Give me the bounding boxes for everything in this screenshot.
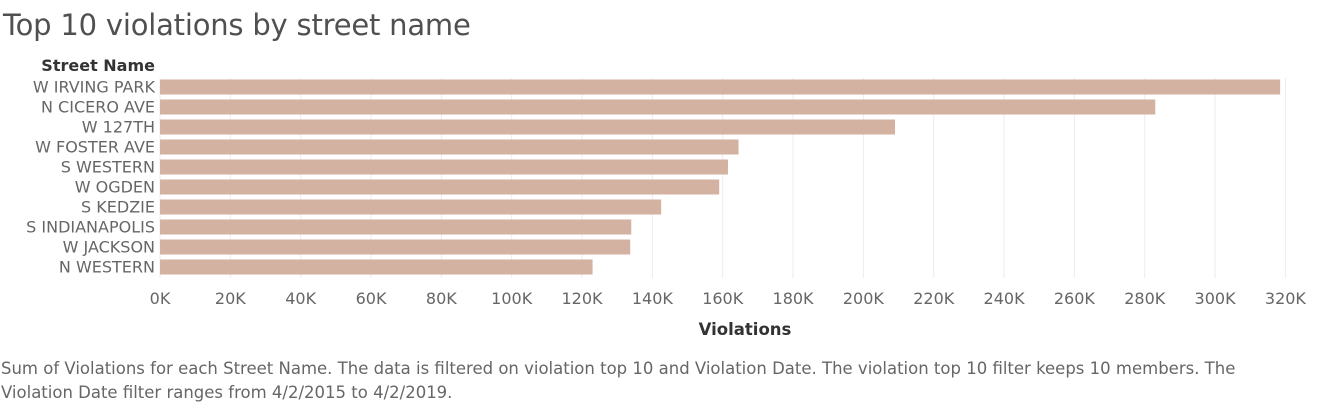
x-axis-title: Violations	[699, 320, 792, 339]
bar[interactable]	[160, 139, 739, 155]
bar[interactable]	[160, 239, 631, 255]
x-tick-label: 40K	[285, 289, 316, 308]
category-label: S INDIANAPOLIS	[26, 218, 155, 237]
category-label: S WESTERN	[61, 158, 155, 177]
bar[interactable]	[160, 119, 896, 135]
x-tick-label: 20K	[215, 289, 246, 308]
bar[interactable]	[160, 259, 593, 275]
x-tick-label: 120K	[562, 289, 604, 308]
category-label: S KEDZIE	[81, 198, 155, 217]
bar[interactable]	[160, 199, 662, 215]
x-tick-label: 60K	[356, 289, 387, 308]
category-header: Street Name	[41, 56, 155, 75]
x-tick-label: 300K	[1195, 289, 1237, 308]
category-label: W JACKSON	[63, 238, 155, 257]
category-label: W OGDEN	[75, 178, 155, 197]
category-label: W FOSTER AVE	[35, 138, 155, 157]
category-label: N WESTERN	[59, 258, 155, 277]
x-tick-label: 220K	[913, 289, 955, 308]
x-tick-label: 160K	[702, 289, 744, 308]
x-tick-label: 0K	[150, 289, 171, 308]
bar[interactable]	[160, 219, 632, 235]
x-tick-label: 100K	[491, 289, 533, 308]
x-tick-label: 140K	[632, 289, 674, 308]
bar[interactable]	[160, 159, 728, 175]
category-label: N CICERO AVE	[41, 98, 155, 117]
x-tick-label: 280K	[1124, 289, 1166, 308]
x-tick-label: 260K	[1054, 289, 1096, 308]
x-tick-label: 200K	[843, 289, 885, 308]
category-label: W 127TH	[82, 118, 155, 137]
bar[interactable]	[160, 99, 1156, 115]
chart-title: Top 10 violations by street name	[3, 8, 471, 42]
category-label: W IRVING PARK	[33, 78, 156, 97]
bars	[160, 79, 1281, 275]
x-tick-label: 320K	[1265, 289, 1307, 308]
bar[interactable]	[160, 79, 1281, 95]
x-tick-label: 180K	[773, 289, 815, 308]
bar[interactable]	[160, 179, 720, 195]
x-tick-label: 80K	[426, 289, 457, 308]
x-tick-labels: 0K 20K 40K 60K 80K 100K 120K 140K 160K 180K 200K 22…	[150, 289, 1307, 308]
chart-caption: Sum of Violations for each Street Name. …	[1, 359, 1236, 402]
x-tick-label: 240K	[984, 289, 1026, 308]
